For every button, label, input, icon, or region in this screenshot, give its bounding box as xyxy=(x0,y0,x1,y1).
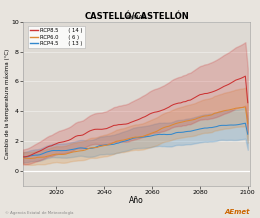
Text: AEmet: AEmet xyxy=(224,209,250,215)
Title: CASTELLÓ/CASTELLÓN: CASTELLÓ/CASTELLÓN xyxy=(84,13,189,22)
X-axis label: Año: Año xyxy=(129,196,144,205)
Y-axis label: Cambio de la temperatura máxima (°C): Cambio de la temperatura máxima (°C) xyxy=(4,49,10,159)
Legend: RCP8.5      ( 14 ), RCP6.0      ( 6 ), RCP4.5      ( 13 ): RCP8.5 ( 14 ), RCP6.0 ( 6 ), RCP4.5 ( 13… xyxy=(28,26,85,48)
Text: © Agencia Estatal de Meteorología: © Agencia Estatal de Meteorología xyxy=(5,211,74,215)
Text: ANUAL: ANUAL xyxy=(126,15,147,20)
